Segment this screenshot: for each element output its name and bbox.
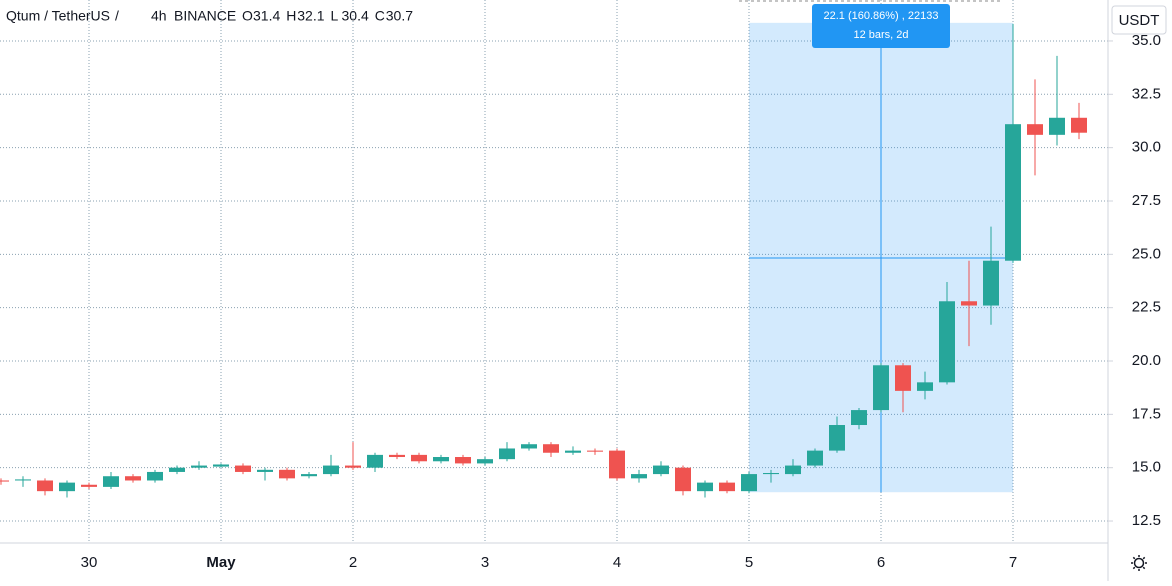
y-tick-label: 20.0 bbox=[1132, 352, 1161, 369]
x-tick-label: May bbox=[206, 554, 236, 571]
candle-body bbox=[367, 454, 383, 468]
x-tick-label: 3 bbox=[481, 554, 489, 571]
candle-body bbox=[1027, 124, 1043, 135]
candle-body bbox=[521, 444, 537, 449]
ohlc-value: 32.1 bbox=[297, 8, 324, 24]
measure-tool bbox=[739, 0, 1013, 493]
header: Qtum / TetherUS / 4h BINANCE O 31.4 H 32.1 L… bbox=[6, 8, 413, 24]
y-tick-label: 32.5 bbox=[1132, 85, 1161, 102]
separator: / bbox=[115, 8, 119, 24]
candle-body bbox=[1049, 117, 1065, 135]
candle-body bbox=[499, 448, 515, 460]
candle-body bbox=[59, 482, 75, 492]
candle-body bbox=[191, 465, 207, 468]
candle-body bbox=[917, 382, 933, 391]
candle-body bbox=[829, 425, 845, 451]
measure-tooltip bbox=[812, 4, 950, 48]
y-tick-label: 27.5 bbox=[1132, 192, 1161, 209]
candle-body bbox=[895, 365, 911, 391]
candle-body bbox=[763, 473, 779, 475]
interval: 4h bbox=[151, 8, 167, 24]
candle-body bbox=[279, 469, 295, 479]
ohlc-legend: O 31.4 H 32.1 L 30.4 C 30.7 bbox=[242, 8, 413, 24]
ohlc-label: O bbox=[242, 8, 253, 24]
ohlc-value: 30.7 bbox=[386, 8, 413, 24]
candle-body bbox=[455, 457, 471, 464]
measure-sublabel: 12 bars, 2d bbox=[853, 29, 908, 41]
measure-label: 22.1 (160.86%) , 22133 bbox=[824, 10, 939, 22]
candle-body bbox=[851, 410, 867, 426]
candle-body bbox=[213, 464, 229, 467]
candle-body bbox=[565, 450, 581, 453]
settings-icon[interactable] bbox=[1131, 555, 1147, 571]
ohlc-label: L bbox=[331, 8, 339, 24]
candle-body bbox=[785, 465, 801, 475]
ohlc-label: C bbox=[375, 8, 385, 24]
candle-body bbox=[15, 479, 31, 481]
candle-body bbox=[433, 457, 449, 462]
candle-body bbox=[257, 469, 273, 472]
ohlc-value: 31.4 bbox=[253, 8, 280, 24]
candle-body bbox=[103, 476, 119, 487]
y-tick-label: 17.5 bbox=[1132, 405, 1161, 422]
candle-body bbox=[323, 465, 339, 475]
candle-body bbox=[81, 484, 97, 487]
candle-body bbox=[983, 260, 999, 306]
candle-body bbox=[873, 365, 889, 411]
x-tick-label: 5 bbox=[745, 554, 753, 571]
ohlc-label: H bbox=[286, 8, 296, 24]
candle-body bbox=[169, 467, 185, 472]
candle-body bbox=[587, 450, 603, 452]
exchange: BINANCE bbox=[174, 8, 236, 24]
candle-body bbox=[1071, 117, 1087, 133]
candle-body bbox=[235, 465, 251, 472]
symbol: Qtum / TetherUS bbox=[6, 8, 110, 24]
candle-body bbox=[125, 476, 141, 481]
y-tick-label: 12.5 bbox=[1132, 512, 1161, 529]
ohlc-value: 30.4 bbox=[342, 8, 369, 24]
settings-icon-ring[interactable] bbox=[1133, 557, 1145, 569]
candle-body bbox=[301, 474, 317, 477]
candle-body bbox=[939, 301, 955, 383]
y-tick-label: 25.0 bbox=[1132, 245, 1161, 262]
candle-body bbox=[697, 482, 713, 492]
currency[interactable]: USDT bbox=[1119, 12, 1160, 29]
x-tick-label: 4 bbox=[613, 554, 621, 571]
candle-body bbox=[147, 471, 163, 481]
candle-body bbox=[653, 465, 669, 475]
settings-icon-rays[interactable] bbox=[1131, 555, 1147, 571]
candle-body bbox=[37, 480, 53, 492]
candle-body bbox=[609, 450, 625, 479]
candle-body bbox=[719, 482, 735, 492]
y-tick-label: 35.0 bbox=[1132, 32, 1161, 49]
x-tick-label: 7 bbox=[1009, 554, 1017, 571]
candle-body bbox=[543, 444, 559, 453]
axes: 12.5 15.0 17.5 20.0 22.5 25.0 27.5 30.0 32.5 35.0… bbox=[81, 32, 1161, 571]
y-tick-label: 30.0 bbox=[1132, 139, 1161, 156]
candle-body bbox=[741, 474, 757, 492]
candle-body bbox=[477, 459, 493, 464]
candle-body bbox=[345, 465, 361, 468]
y-tick-label: 15.0 bbox=[1132, 459, 1161, 476]
candle-body bbox=[961, 301, 977, 306]
candle-body bbox=[1005, 124, 1021, 261]
candle-body bbox=[0, 480, 9, 482]
candle-body bbox=[631, 474, 647, 479]
x-tick-label: 6 bbox=[877, 554, 885, 571]
candles bbox=[0, 23, 1087, 498]
x-tick-label: 2 bbox=[349, 554, 357, 571]
currency-box[interactable] bbox=[1111, 5, 1167, 35]
y-tick-label: 22.5 bbox=[1132, 299, 1161, 316]
candle-body bbox=[807, 450, 823, 466]
candle-body bbox=[411, 454, 427, 462]
x-tick-label: 30 bbox=[81, 554, 98, 571]
candle-body bbox=[389, 454, 405, 458]
candle-body bbox=[675, 467, 691, 492]
